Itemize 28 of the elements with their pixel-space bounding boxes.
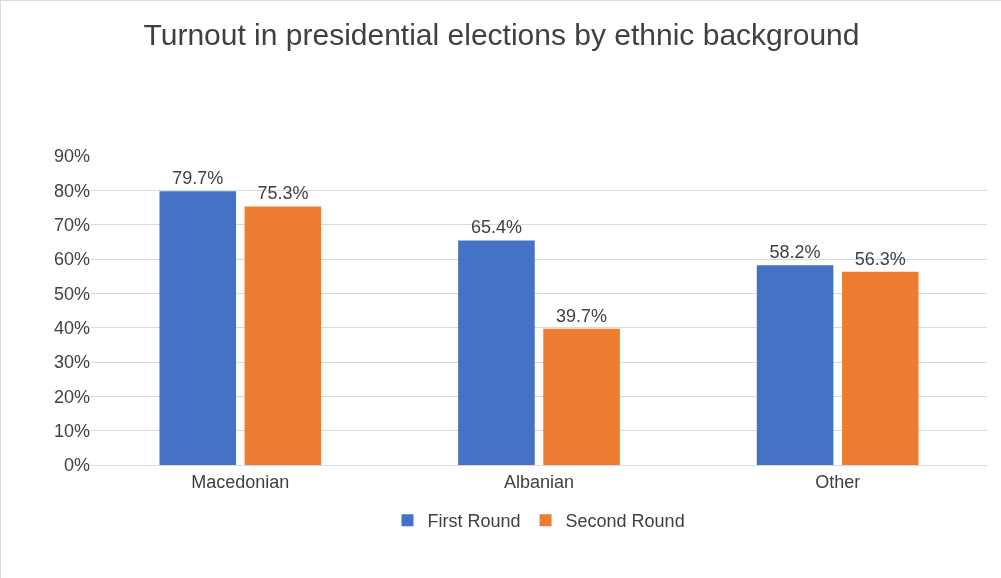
bar [458,240,535,465]
data-label: 75.3% [257,183,309,204]
y-tick-label: 10% [53,420,90,441]
bar [159,191,237,465]
y-tick-label: 80% [53,180,90,201]
y-tick-label: 90% [53,146,90,167]
x-tick-label: Other [815,471,861,492]
legend-label: Second Round [565,511,685,532]
bar [841,271,919,465]
data-label: 79.7% [172,168,224,189]
bar [244,206,322,465]
chart-title: Turnout in presidential elections by ethnic background [143,18,860,52]
data-label: 65.4% [470,217,522,238]
data-label: 58.2% [769,242,821,263]
x-tick-label: Albanian [503,471,575,492]
data-label: 56.3% [854,248,906,269]
y-tick-label: 70% [53,214,90,235]
y-tick-label: 60% [53,249,90,270]
data-label: 39.7% [556,305,608,326]
y-tick-label: 40% [53,317,90,338]
y-tick-label: 50% [53,283,90,304]
y-tick-label: 0% [63,455,90,476]
y-tick-label: 30% [53,352,90,373]
y-tick-label: 20% [53,386,90,407]
bar [756,265,834,465]
legend-label: First Round [427,511,521,532]
bar [543,328,620,465]
x-tick-label: Macedonian [191,471,290,492]
